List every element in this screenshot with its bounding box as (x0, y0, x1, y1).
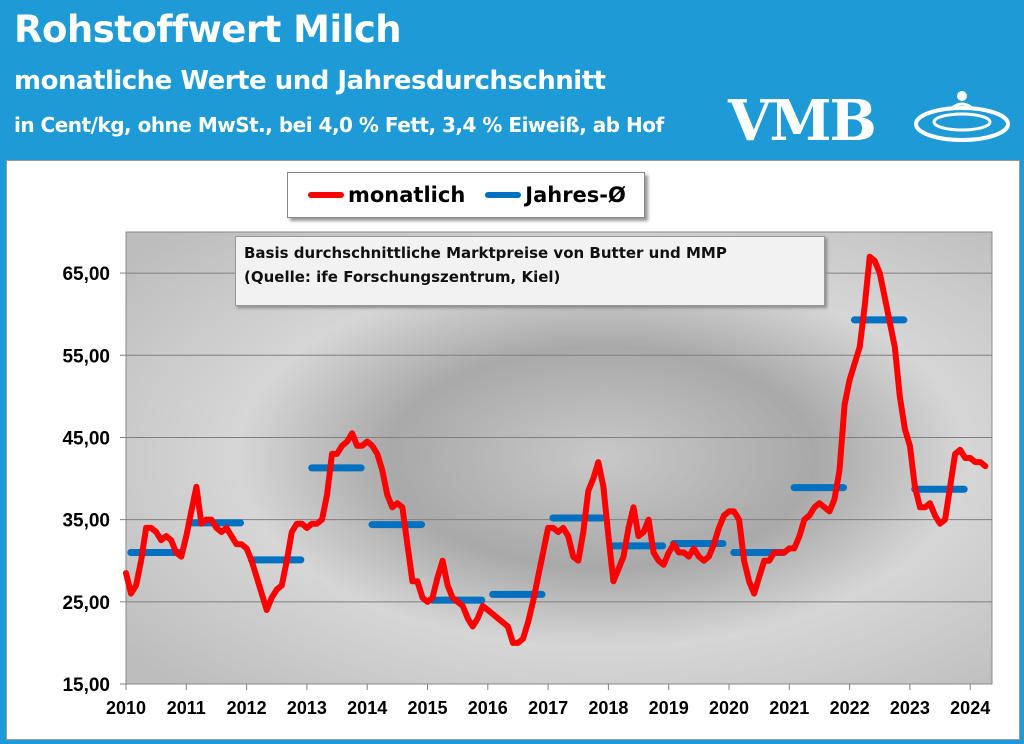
x-tick-label: 2017 (528, 698, 568, 718)
x-tick-label: 2016 (468, 698, 508, 718)
vmb-logo: VMB (728, 88, 877, 154)
x-tick-label: 2013 (287, 698, 327, 718)
x-tick-label: 2011 (167, 698, 206, 718)
y-tick-label: 15,00 (62, 675, 110, 696)
x-tick-label: 2010 (106, 698, 146, 718)
y-tick-label: 55,00 (62, 346, 110, 367)
x-tick-label: 2024 (950, 698, 990, 718)
y-tick-label: 25,00 (62, 593, 110, 614)
legend-label-annual: Jahres-Ø (525, 183, 626, 207)
x-tick-label: 2018 (588, 698, 628, 718)
legend-swatch-annual (485, 192, 522, 198)
header: Rohstoffwert Milch monatliche Werte und … (0, 0, 1024, 154)
y-tick-label: 45,00 (62, 428, 110, 449)
x-tick-label: 2014 (347, 698, 387, 718)
x-tick-label: 2012 (227, 698, 267, 718)
monthly-series-line (123, 253, 989, 646)
note-line-2: (Quelle: ife Forschungszentrum, Kiel) (244, 268, 561, 286)
chart-title: Rohstoffwert Milch (14, 8, 402, 51)
x-tick-label: 2021 (769, 698, 809, 718)
x-tick-label: 2019 (649, 698, 689, 718)
source-note: Basis durchschnittliche Marktpreise von … (235, 236, 825, 306)
vmb-logo-mark-icon (914, 91, 1010, 142)
legend-swatch-monthly (308, 192, 344, 198)
unit-line: in Cent/kg, ohne MwSt., bei 4,0 % Fett, … (14, 113, 664, 137)
chart-subtitle: monatliche Werte und Jahresdurchschnitt (14, 66, 606, 96)
note-line-1: Basis durchschnittliche Marktpreise von … (244, 244, 727, 262)
legend-label-monthly: monatlich (348, 183, 466, 207)
x-tick-label: 2022 (830, 698, 870, 718)
y-tick-label: 65,00 (62, 264, 110, 285)
y-tick-label: 35,00 (62, 511, 110, 532)
x-tick-label: 2023 (890, 698, 930, 718)
legend: monatlich Jahres-Ø (287, 172, 645, 218)
x-tick-label: 2020 (709, 698, 749, 718)
x-tick-label: 2015 (407, 698, 447, 718)
